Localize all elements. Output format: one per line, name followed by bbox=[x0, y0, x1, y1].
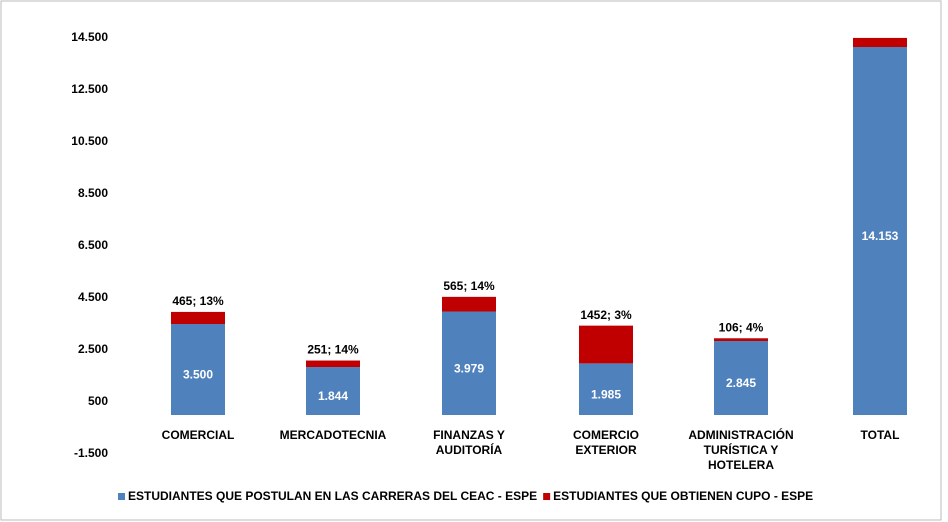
value-label: 14.153 bbox=[862, 229, 899, 243]
bar-segment bbox=[853, 37, 907, 48]
bar-segment bbox=[579, 325, 633, 364]
value-label: 3.500 bbox=[183, 368, 213, 382]
x-tick-label: TOTAL bbox=[860, 428, 900, 442]
y-tick-label: 4.500 bbox=[78, 290, 108, 304]
bar-segment bbox=[442, 311, 496, 415]
y-tick-label: 500 bbox=[88, 394, 108, 408]
bar-segment bbox=[306, 367, 360, 415]
bar-segment bbox=[714, 338, 768, 342]
y-tick-label: 2.500 bbox=[78, 342, 108, 356]
legend-label: ESTUDIANTES QUE OBTIENEN CUPO - ESPE bbox=[553, 489, 813, 503]
bar-segment bbox=[306, 360, 360, 368]
bar-segment bbox=[442, 296, 496, 312]
bar-segment bbox=[714, 341, 768, 415]
legend-swatch bbox=[118, 493, 125, 500]
bar-segment bbox=[171, 311, 225, 324]
x-tick-label: MERCADOTECNIA bbox=[279, 428, 387, 442]
legend-swatch bbox=[543, 493, 551, 500]
value-label: 1452; 3% bbox=[580, 308, 632, 322]
x-tick-label: COMERCIO EXTERIOR bbox=[573, 428, 639, 457]
x-tick-label: ADMINISTRACIÓN TURÍSTICA Y HOTELERA bbox=[688, 428, 794, 472]
value-label: 2.845 bbox=[726, 376, 756, 390]
value-label: 465; 13% bbox=[172, 294, 224, 308]
value-label: 251; 14% bbox=[307, 343, 359, 357]
value-label: 1.844 bbox=[318, 389, 348, 403]
x-tick-label: FINANZAS Y AUDITORÍA bbox=[433, 428, 505, 457]
legend-label: ESTUDIANTES QUE POSTULAN EN LAS CARRERAS… bbox=[128, 489, 537, 503]
y-tick-label: 10.500 bbox=[71, 134, 108, 148]
bar-segment bbox=[853, 47, 907, 415]
y-tick-label: 14.500 bbox=[71, 30, 108, 44]
bar-segment bbox=[579, 363, 633, 415]
bar-segment bbox=[171, 324, 225, 415]
y-tick-label: -1.500 bbox=[74, 446, 108, 460]
value-label: 1.985 bbox=[591, 387, 621, 401]
value-label: 565; 14% bbox=[443, 279, 495, 293]
y-tick-label: 6.500 bbox=[78, 238, 108, 252]
y-tick-label: 12.500 bbox=[71, 82, 108, 96]
value-label: 106; 4% bbox=[719, 320, 764, 334]
y-tick-label: 8.500 bbox=[78, 186, 108, 200]
x-tick-label: COMERCIAL bbox=[161, 428, 235, 442]
value-label: 3.979 bbox=[454, 361, 484, 375]
